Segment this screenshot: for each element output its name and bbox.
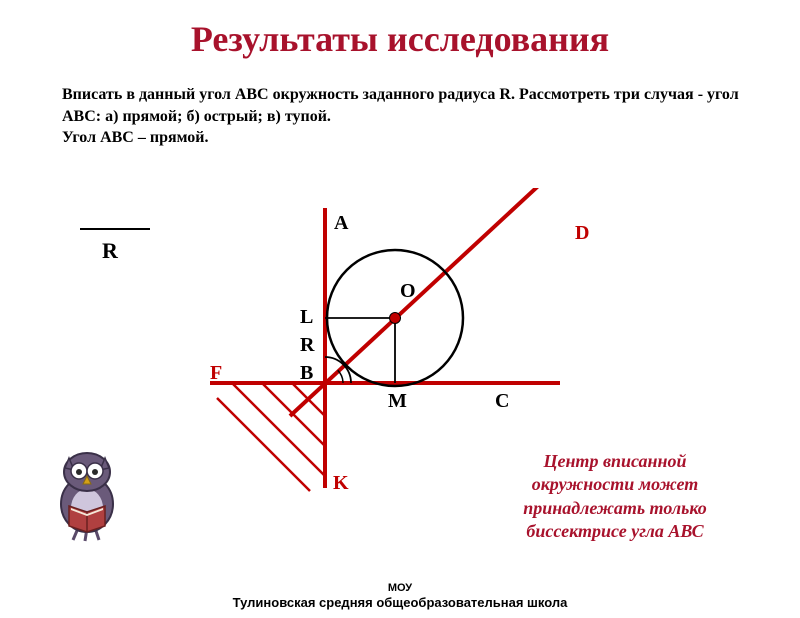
footer-line2: Тулиновская средняя общеобразовательная …: [0, 595, 800, 612]
label-L: L: [300, 306, 313, 329]
label-R: R: [300, 334, 314, 357]
hatching: [217, 383, 325, 491]
label-O: O: [400, 280, 416, 303]
conclusion-text: Центр вписанной окружности может принадл…: [490, 450, 740, 544]
label-B: B: [300, 362, 313, 385]
owl-clipart: [45, 448, 135, 543]
label-F: F: [210, 362, 222, 385]
footer-line1: МОУ: [0, 581, 800, 595]
problem-line-2: Угол АВС – прямой.: [62, 129, 209, 146]
problem-statement: Вписать в данный угол АВС окружность зад…: [62, 84, 752, 149]
label-D: D: [575, 222, 589, 245]
center-O: [390, 313, 401, 324]
label-M: M: [388, 390, 407, 413]
footer: МОУ Тулиновская средняя общеобразователь…: [0, 581, 800, 612]
label-A: A: [334, 212, 348, 235]
page-title: Результаты исследования: [0, 18, 800, 60]
label-C: C: [495, 390, 509, 413]
problem-line-1: Вписать в данный угол АВС окружность зад…: [62, 86, 739, 125]
label-K: K: [333, 472, 349, 495]
